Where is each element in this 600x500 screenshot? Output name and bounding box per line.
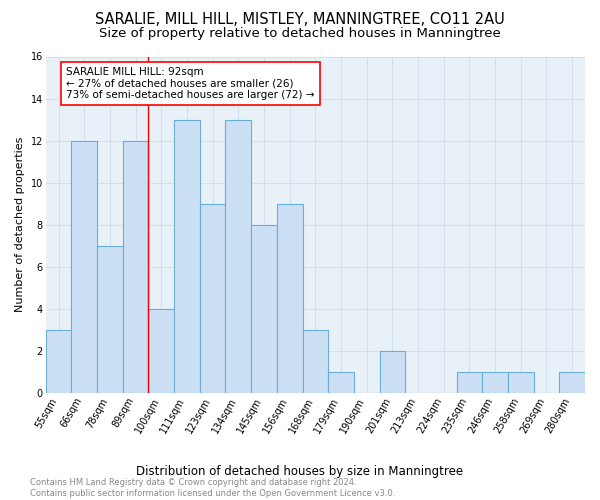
Bar (251, 225, 277, 393)
Bar (302, 330, 328, 393)
Bar (508, 372, 533, 393)
Text: Distribution of detached houses by size in Manningtree: Distribution of detached houses by size … (136, 465, 464, 478)
Bar (226, 120, 251, 393)
Bar (328, 372, 354, 393)
Bar (148, 309, 174, 393)
Bar (277, 204, 302, 393)
Bar (71, 140, 97, 393)
Bar (200, 204, 226, 393)
Bar (457, 372, 482, 393)
Bar (97, 246, 123, 393)
Bar (559, 372, 585, 393)
Bar (123, 140, 148, 393)
Bar (482, 372, 508, 393)
Bar (46, 330, 71, 393)
Bar (174, 120, 200, 393)
Text: SARALIE, MILL HILL, MISTLEY, MANNINGTREE, CO11 2AU: SARALIE, MILL HILL, MISTLEY, MANNINGTREE… (95, 12, 505, 28)
Text: SARALIE MILL HILL: 92sqm
← 27% of detached houses are smaller (26)
73% of semi-d: SARALIE MILL HILL: 92sqm ← 27% of detach… (66, 67, 315, 100)
Text: Size of property relative to detached houses in Manningtree: Size of property relative to detached ho… (99, 28, 501, 40)
Y-axis label: Number of detached properties: Number of detached properties (15, 137, 25, 312)
Text: Contains HM Land Registry data © Crown copyright and database right 2024.
Contai: Contains HM Land Registry data © Crown c… (30, 478, 395, 498)
Bar (380, 351, 405, 393)
